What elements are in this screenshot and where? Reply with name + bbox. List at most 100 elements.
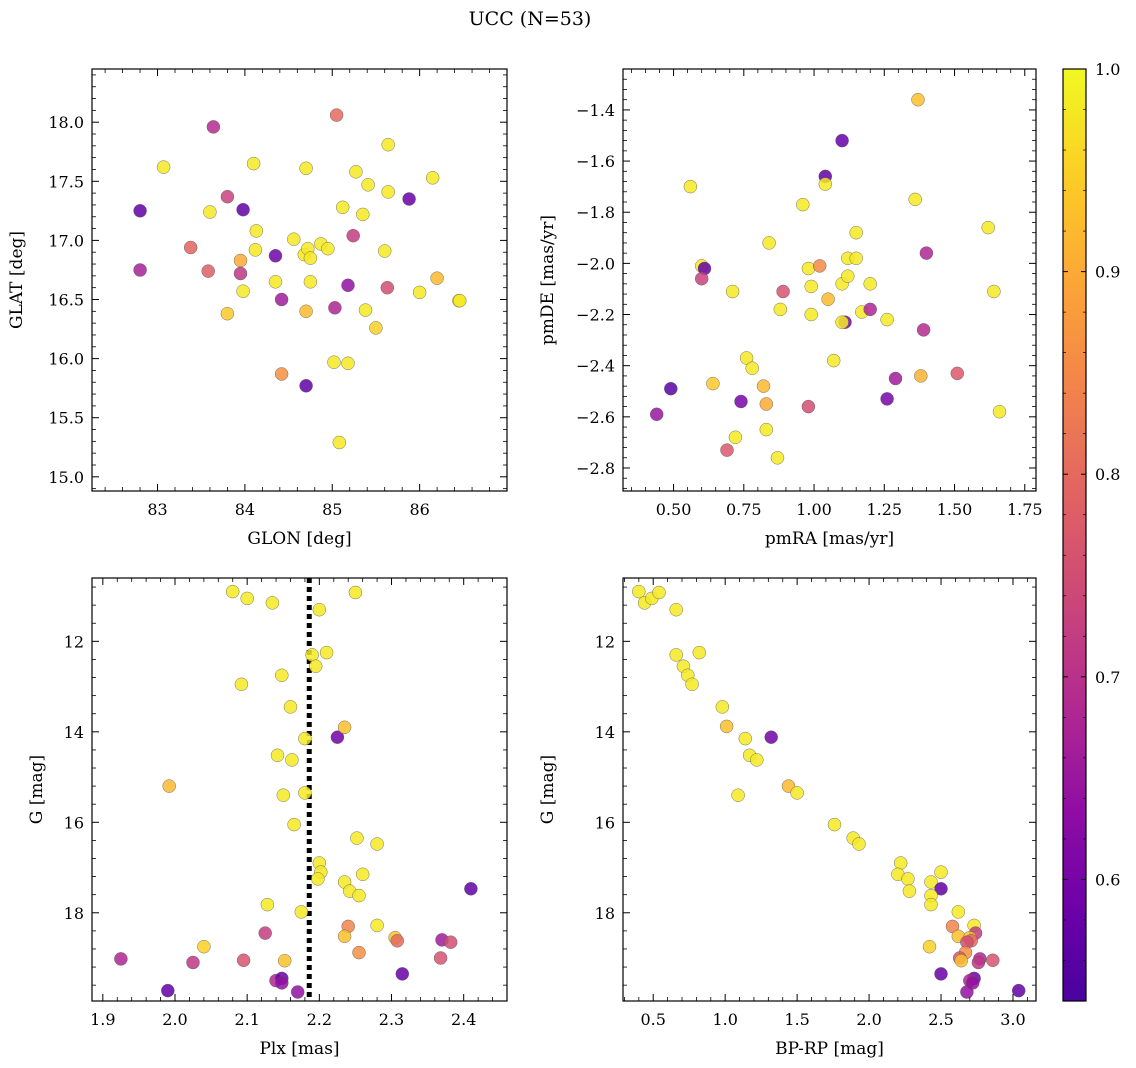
- data-point: [683, 179, 698, 194]
- data-point: [390, 934, 404, 948]
- data-point: [945, 919, 960, 934]
- data-point: [841, 269, 855, 283]
- data-point: [285, 753, 299, 767]
- data-point: [291, 985, 305, 999]
- data-point: [260, 897, 275, 912]
- data-point: [796, 197, 810, 212]
- data-point: [332, 435, 346, 450]
- data-point: [294, 905, 308, 919]
- data-point: [203, 205, 217, 219]
- data-point: [370, 918, 384, 933]
- y-tick-label: 18: [595, 904, 615, 923]
- data-point: [299, 304, 313, 318]
- data-point: [801, 261, 816, 276]
- colorbar-tick-label: 0.8: [1095, 465, 1120, 484]
- data-point: [951, 905, 965, 919]
- y-tick-label: 12: [64, 632, 84, 651]
- data-point: [234, 677, 249, 691]
- data-point: [233, 266, 248, 281]
- y-tick-label: −1.4: [576, 101, 615, 120]
- data-point: [402, 192, 416, 206]
- y-tick-label: 15.5: [48, 409, 84, 428]
- x-tick-label: 2.1: [234, 1010, 259, 1029]
- y-tick-label: −2.2: [576, 306, 615, 325]
- colorbar-tick-label: 0.9: [1095, 263, 1120, 282]
- data-point: [902, 884, 917, 898]
- x-axis-label: GLON [deg]: [247, 529, 351, 549]
- axes-frame: [91, 68, 508, 492]
- y-axis-label: GLAT [deg]: [7, 231, 27, 329]
- x-tick-label: 0.50: [656, 500, 692, 519]
- data-point: [818, 177, 832, 191]
- x-tick-label: 1.25: [866, 500, 902, 519]
- y-tick-label: 16.5: [48, 291, 84, 310]
- x-tick-label: 1.50: [937, 500, 973, 519]
- data-point: [309, 659, 323, 673]
- data-point: [321, 241, 335, 256]
- data-point: [162, 779, 176, 793]
- data-point: [852, 837, 866, 851]
- data-point: [849, 251, 863, 265]
- data-point: [464, 882, 478, 896]
- data-point: [265, 596, 280, 610]
- data-point: [426, 171, 440, 185]
- data-point: [924, 897, 938, 912]
- data-point: [430, 271, 444, 285]
- data-point: [161, 983, 175, 998]
- data-point: [739, 351, 754, 365]
- data-point: [790, 786, 804, 800]
- data-point: [287, 232, 301, 246]
- data-point: [725, 284, 740, 299]
- x-tick-label: 0.75: [726, 500, 762, 519]
- data-point: [821, 292, 835, 306]
- x-tick-label: 1.0: [712, 1010, 737, 1029]
- data-point: [352, 945, 366, 960]
- y-tick-label: 15.0: [48, 468, 84, 487]
- data-point: [356, 867, 370, 881]
- data-point: [453, 294, 467, 308]
- data-point: [731, 788, 745, 802]
- y-tick-label: −2.8: [576, 459, 615, 478]
- data-point: [756, 379, 771, 393]
- y-tick-label: −2.6: [576, 408, 615, 427]
- data-point: [835, 133, 849, 148]
- data-point: [274, 367, 289, 381]
- data-point: [206, 120, 221, 134]
- axes-frame: [622, 68, 1037, 492]
- data-point: [346, 228, 360, 243]
- data-point: [685, 677, 699, 691]
- data-point: [801, 399, 816, 414]
- data-point: [361, 178, 375, 192]
- data-point: [715, 700, 729, 714]
- data-point: [274, 292, 289, 307]
- data-point: [298, 786, 312, 800]
- data-point: [776, 284, 790, 299]
- x-tick-label: 2.4: [451, 1010, 476, 1029]
- x-axis-label: Plx [mas]: [259, 1039, 339, 1059]
- data-point: [352, 888, 366, 903]
- data-point: [919, 246, 934, 260]
- data-point: [954, 954, 968, 968]
- data-point: [186, 955, 200, 970]
- data-point: [303, 251, 318, 265]
- data-point: [278, 954, 292, 968]
- data-point: [341, 278, 355, 292]
- data-point: [236, 202, 250, 217]
- data-point: [804, 307, 818, 322]
- data-point: [350, 831, 364, 845]
- y-tick-label: 18.0: [48, 113, 84, 132]
- x-tick-label: 85: [322, 500, 342, 519]
- panel-1: 83 84 85 86 15.0 15.5 16.0 16.5 17.0 17.5 18.0 GLON…: [7, 68, 508, 549]
- data-point: [329, 108, 344, 122]
- data-point: [863, 277, 877, 291]
- data-point: [330, 730, 345, 744]
- data-point: [992, 405, 1007, 419]
- data-point: [908, 192, 922, 207]
- x-tick-label: 1.5: [784, 1010, 809, 1029]
- data-point: [719, 719, 734, 734]
- axes-frame: [91, 577, 508, 1002]
- data-point: [319, 645, 334, 660]
- data-point: [880, 312, 894, 327]
- data-point: [283, 700, 298, 714]
- data-point: [960, 985, 974, 999]
